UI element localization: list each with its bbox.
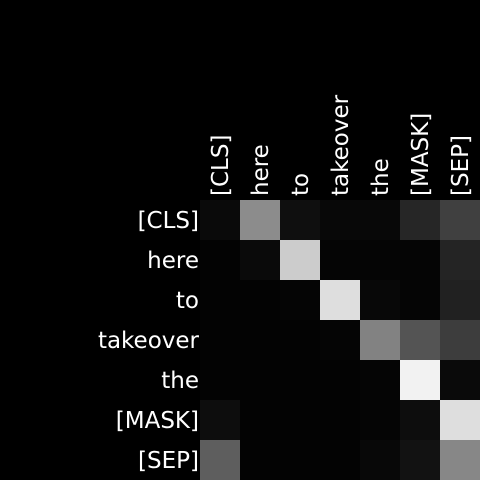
heatmap-cell [200, 320, 240, 360]
heatmap-cell [320, 200, 360, 240]
heatmap-cell [320, 280, 360, 320]
heatmap-cell [400, 360, 440, 400]
heatmap-cell [360, 320, 400, 360]
heatmap-cell [280, 360, 320, 400]
y-tick-label: the [161, 368, 199, 394]
heatmap-cell [280, 200, 320, 240]
heatmap-cell [400, 400, 440, 440]
x-tick-label: the [368, 158, 394, 196]
y-tick-label: [CLS] [138, 208, 199, 234]
heatmap-cell [440, 240, 480, 280]
x-tick-label: takeover [328, 94, 354, 196]
y-tick-label: [SEP] [138, 448, 199, 474]
heatmap-cell [400, 200, 440, 240]
heatmap-cell [440, 360, 480, 400]
heatmap-cell [200, 360, 240, 400]
heatmap-cell [360, 440, 400, 480]
heatmap-cell [320, 440, 360, 480]
heatmap-cell [280, 400, 320, 440]
heatmap-cell [240, 240, 280, 280]
heatmap-cell [240, 200, 280, 240]
heatmap-cell [400, 440, 440, 480]
heatmap-cell [360, 360, 400, 400]
y-tick-label: takeover [98, 328, 200, 354]
heatmap-cell [320, 360, 360, 400]
x-axis-labels: [CLS] here to takeover the [MASK] [SEP] [208, 94, 474, 196]
heatmap-cell [440, 400, 480, 440]
heatmap-cells [200, 200, 480, 480]
heatmap-cell [240, 400, 280, 440]
heatmap-cell [360, 280, 400, 320]
y-tick-label: to [176, 288, 199, 314]
heatmap-cell [200, 200, 240, 240]
heatmap-cell [280, 280, 320, 320]
heatmap-cell [240, 280, 280, 320]
x-tick-label: [CLS] [208, 135, 234, 196]
heatmap-cell [280, 320, 320, 360]
heatmap-cell [200, 280, 240, 320]
heatmap-cell [440, 320, 480, 360]
x-tick-label: here [248, 144, 274, 196]
x-tick-label: [MASK] [408, 113, 434, 196]
heatmap-cell [200, 240, 240, 280]
y-tick-label: [MASK] [116, 408, 199, 434]
heatmap-cell [440, 440, 480, 480]
x-tick-label: [SEP] [448, 135, 474, 196]
heatmap-cell [400, 280, 440, 320]
heatmap-cell [200, 400, 240, 440]
heatmap-cell [400, 320, 440, 360]
heatmap-cell [240, 320, 280, 360]
heatmap-cell [360, 240, 400, 280]
x-tick-label: to [288, 173, 314, 196]
heatmap-cell [440, 200, 480, 240]
heatmap-cell [240, 440, 280, 480]
heatmap-cell [440, 280, 480, 320]
heatmap-cell [200, 440, 240, 480]
heatmap-cell [400, 240, 440, 280]
heatmap-cell [320, 400, 360, 440]
heatmap-cell [320, 320, 360, 360]
heatmap-cell [240, 360, 280, 400]
heatmap-cell [360, 200, 400, 240]
heatmap-cell [280, 240, 320, 280]
y-tick-label: here [147, 248, 199, 274]
y-axis-labels: [CLS] here to takeover the [MASK] [SEP] [98, 208, 200, 474]
heatmap-cell [320, 240, 360, 280]
heatmap-cell [360, 400, 400, 440]
heatmap-cell [280, 440, 320, 480]
